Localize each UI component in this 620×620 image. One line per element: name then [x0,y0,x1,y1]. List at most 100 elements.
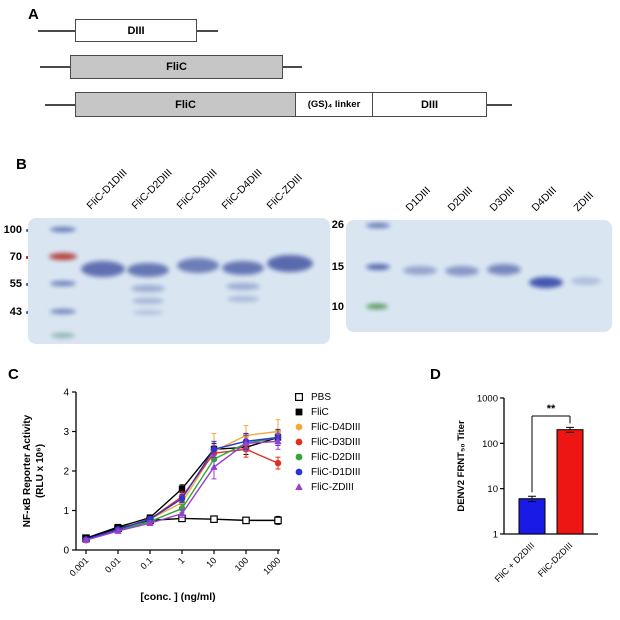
series-FliC-D3DIII [82,440,282,544]
construct3-linker-label: (GS)₄ linker [307,99,361,110]
y-tick-label: 4 [63,388,69,399]
lane-label: D1DIII [403,184,434,214]
marker-triangle [146,519,154,526]
legend-label: FliC-D3DIII [311,436,361,448]
protein-band [132,298,164,304]
marker-circle [295,423,303,431]
marker-square-open [294,392,304,402]
x-tick-label: 0.01 [103,555,122,574]
protein-band [267,255,313,272]
legend-label: FliC-D2DIII [311,451,361,463]
construct3-diii-box: DIII [372,92,487,117]
legend-label: FliC-D1DIII [311,466,361,478]
marker-circle [295,453,303,461]
marker-triangle [114,527,122,534]
marker-square-open [274,516,282,525]
construct1-diii-label: DIII [127,24,145,37]
mw-marker-55: 55 [9,278,22,290]
legend-label: PBS [311,391,332,403]
legend-item: FliC-D4DIII [292,421,360,433]
marker-triangle [82,536,90,543]
lane-label: D4DIII [529,184,560,214]
legend-marker-icon [295,468,303,476]
protein-band [529,277,563,288]
ladder-band [50,309,76,314]
legend-marker-icon [295,423,303,431]
lane-label: D3DIII [487,184,518,214]
x-tick-label: 10 [204,555,218,569]
legend-marker-icon [295,453,303,461]
protein-band [133,310,163,315]
x-tick-label: 100 [233,555,251,573]
marker-triangle [295,483,303,490]
lane-label: FliC-D4DIII [219,166,265,212]
mw-marker-70: 70 [9,251,22,263]
nfkb-legend: PBS FliC FliC-D4DIII FliC-D3DIII FliC-D2DIII… [292,391,360,493]
frnt-bar-chart: 1 10 100 1000 DENV2 FRNT₅₀ Titer FliC + D2DII… [456,394,598,584]
construct3-flic-box: FliC [75,92,296,117]
protein-band [227,296,259,302]
legend-marker-icon [294,392,304,402]
protein-band [487,264,521,275]
significance-bracket: ** [531,403,571,493]
y-axis-label: DENV2 FRNT₅₀ Titer [456,420,467,512]
gel-left [28,218,330,344]
protein-band [81,261,125,277]
x-tick-label: 0.1 [138,555,154,571]
y-tick-label: 3 [63,427,69,438]
ladder-band-10-green [366,304,388,309]
panel-d-label: D [430,366,441,383]
y-tick-label: 1000 [477,394,498,405]
series-FliC-ZDIII [82,432,282,543]
legend-label: FliC-D4DIII [311,421,361,433]
panel-b-label: B [16,156,27,173]
protein-band [403,266,437,275]
lane-label: FliC-D2DIII [129,166,175,212]
legend-marker-icon [295,408,303,416]
legend-marker-icon [295,483,303,490]
ladder-band [366,223,390,228]
construct2-flic-label: FliC [166,61,187,73]
ladder-band [50,281,76,286]
marker-triangle [178,509,186,517]
legend-label: FliC [311,406,329,418]
protein-band [131,285,165,292]
y-tick-label: 1 [63,506,69,517]
legend-item: FliC [292,406,360,418]
protein-band [127,263,169,277]
y-tick-label: 2 [63,467,69,478]
legend-item: PBS [292,391,360,403]
marker-square-open [210,515,218,523]
mw-marker-26: 26 [331,219,344,231]
marker-circle [295,438,303,446]
x-tick-label: 1 [176,555,187,566]
lane-label: D2DIII [445,184,476,214]
mw-marker-100: 100 [3,224,22,236]
mw-marker-10: 10 [331,301,344,313]
ladder-band [51,333,75,338]
ladder-band [366,264,390,270]
x-tick-label: 0.001 [67,555,90,578]
panel-a-label: A [28,6,39,23]
y-tick-label: 0 [63,546,69,557]
y-tick-label: 1 [493,530,498,541]
construct3-flic-label: FliC [175,98,196,111]
protein-band [226,283,260,290]
lane-label: FliC-D3DIII [174,166,220,212]
mw-marker-15: 15 [331,261,344,273]
protein-band [445,266,479,276]
x-axis-label: [conc. ] (ng/ml) [140,591,215,603]
gel-right [346,220,612,332]
marker-triangle [210,463,218,470]
series-FliC [82,431,282,542]
marker-circle [274,459,282,467]
marker-square [295,408,303,416]
legend-item: FliC-D3DIII [292,436,360,448]
construct2-flic-box: FliC [70,55,283,79]
marker-circle [295,468,303,476]
protein-band [177,258,219,273]
lane-label: FliC-ZDIII [264,171,305,212]
marker-triangle [274,437,282,445]
lane-label: ZDIII [571,189,597,214]
